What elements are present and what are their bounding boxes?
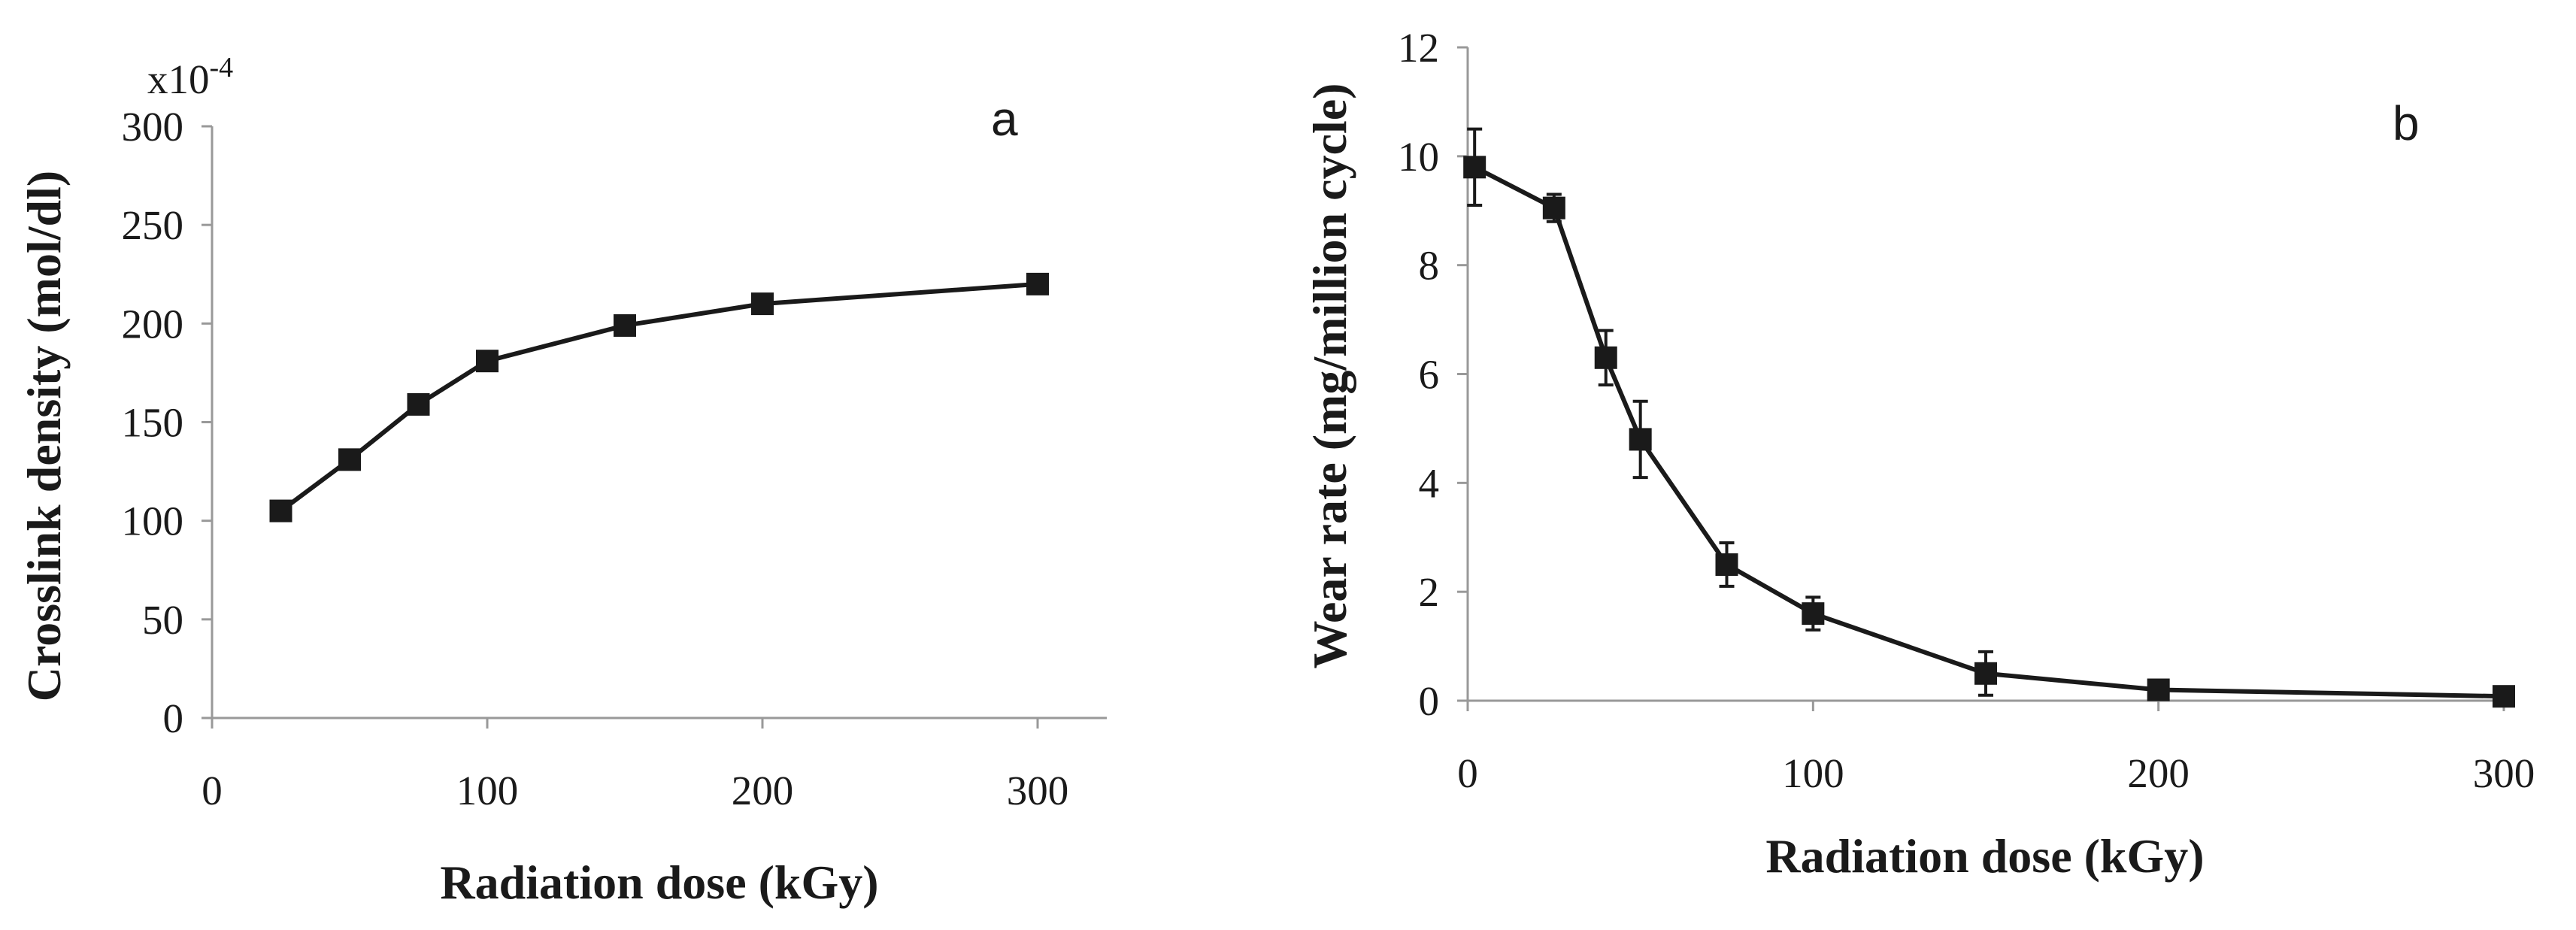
a-data-point [1026,272,1049,295]
b-data-point [2493,685,2515,708]
panel-a-x-axis-label: Radiation dose (kGy) [440,856,878,909]
panel-a-y-axis-label: Crosslink density (mol/dl) [17,171,71,702]
b-y-tick-label: 0 [1419,678,1440,724]
chart-panel-a: 0 50 100 150 200 250 300 0 100 200 300 x10-4 a Ra… [17,52,1107,909]
b-x-tick-label: 0 [1457,750,1478,796]
a-y-tick-label: 150 [122,400,184,446]
b-x-tick-label: 300 [2473,750,2535,796]
b-data-point [1974,662,1997,685]
a-y-tick-label: 250 [122,202,184,248]
b-data-point [1715,553,1738,576]
b-x-tick-label: 200 [2127,750,2190,796]
a-y-tick-label: 100 [122,498,184,544]
b-y-tick-label: 8 [1419,243,1440,289]
a-y-tick-label: 50 [142,597,183,643]
b-data-point [2147,678,2170,701]
chart-panel-b: 0 2 4 6 8 10 12 0 100 200 300 b Radiation dose (k… [1303,25,2535,883]
a-y-tick-label: 300 [122,104,184,150]
panel-b-y-axis-label: Wear rate (mg/million cycle) [1303,83,1356,669]
a-x-tick-label: 300 [1007,768,1069,813]
a-x-tick-label: 200 [732,768,794,813]
b-data-point [1463,156,1487,179]
panel-a-series-line [279,281,1038,513]
a-data-point [338,448,361,471]
b-y-tick-label: 4 [1419,460,1440,506]
b-y-tick-label: 2 [1419,569,1440,615]
b-data-point [1542,196,1565,220]
a-data-point [407,392,430,416]
panel-b-series-line [1473,165,2505,699]
a-data-point [476,350,499,373]
a-x-tick-label: 100 [456,768,519,813]
a-data-point [614,314,636,337]
b-x-tick-label: 100 [1782,750,1844,796]
a-data-point [269,499,292,523]
panel-b-x-axis-label: Radiation dose (kGy) [1765,829,2204,883]
b-y-tick-label: 6 [1419,352,1440,398]
a-data-point [751,292,774,316]
panel-b-label: b [2393,96,2420,150]
b-data-point [1629,428,1652,451]
b-y-tick-label: 10 [1398,134,1439,180]
panel-a-y-multiplier: x10-4 [147,52,233,102]
b-data-point [1802,602,1825,626]
b-data-point [1594,346,1617,369]
b-y-tick-label: 12 [1398,25,1439,71]
a-y-tick-label: 0 [163,695,184,741]
a-x-tick-label: 0 [202,768,223,813]
panel-a-label: a [991,92,1018,146]
a-y-tick-label: 200 [122,301,184,347]
